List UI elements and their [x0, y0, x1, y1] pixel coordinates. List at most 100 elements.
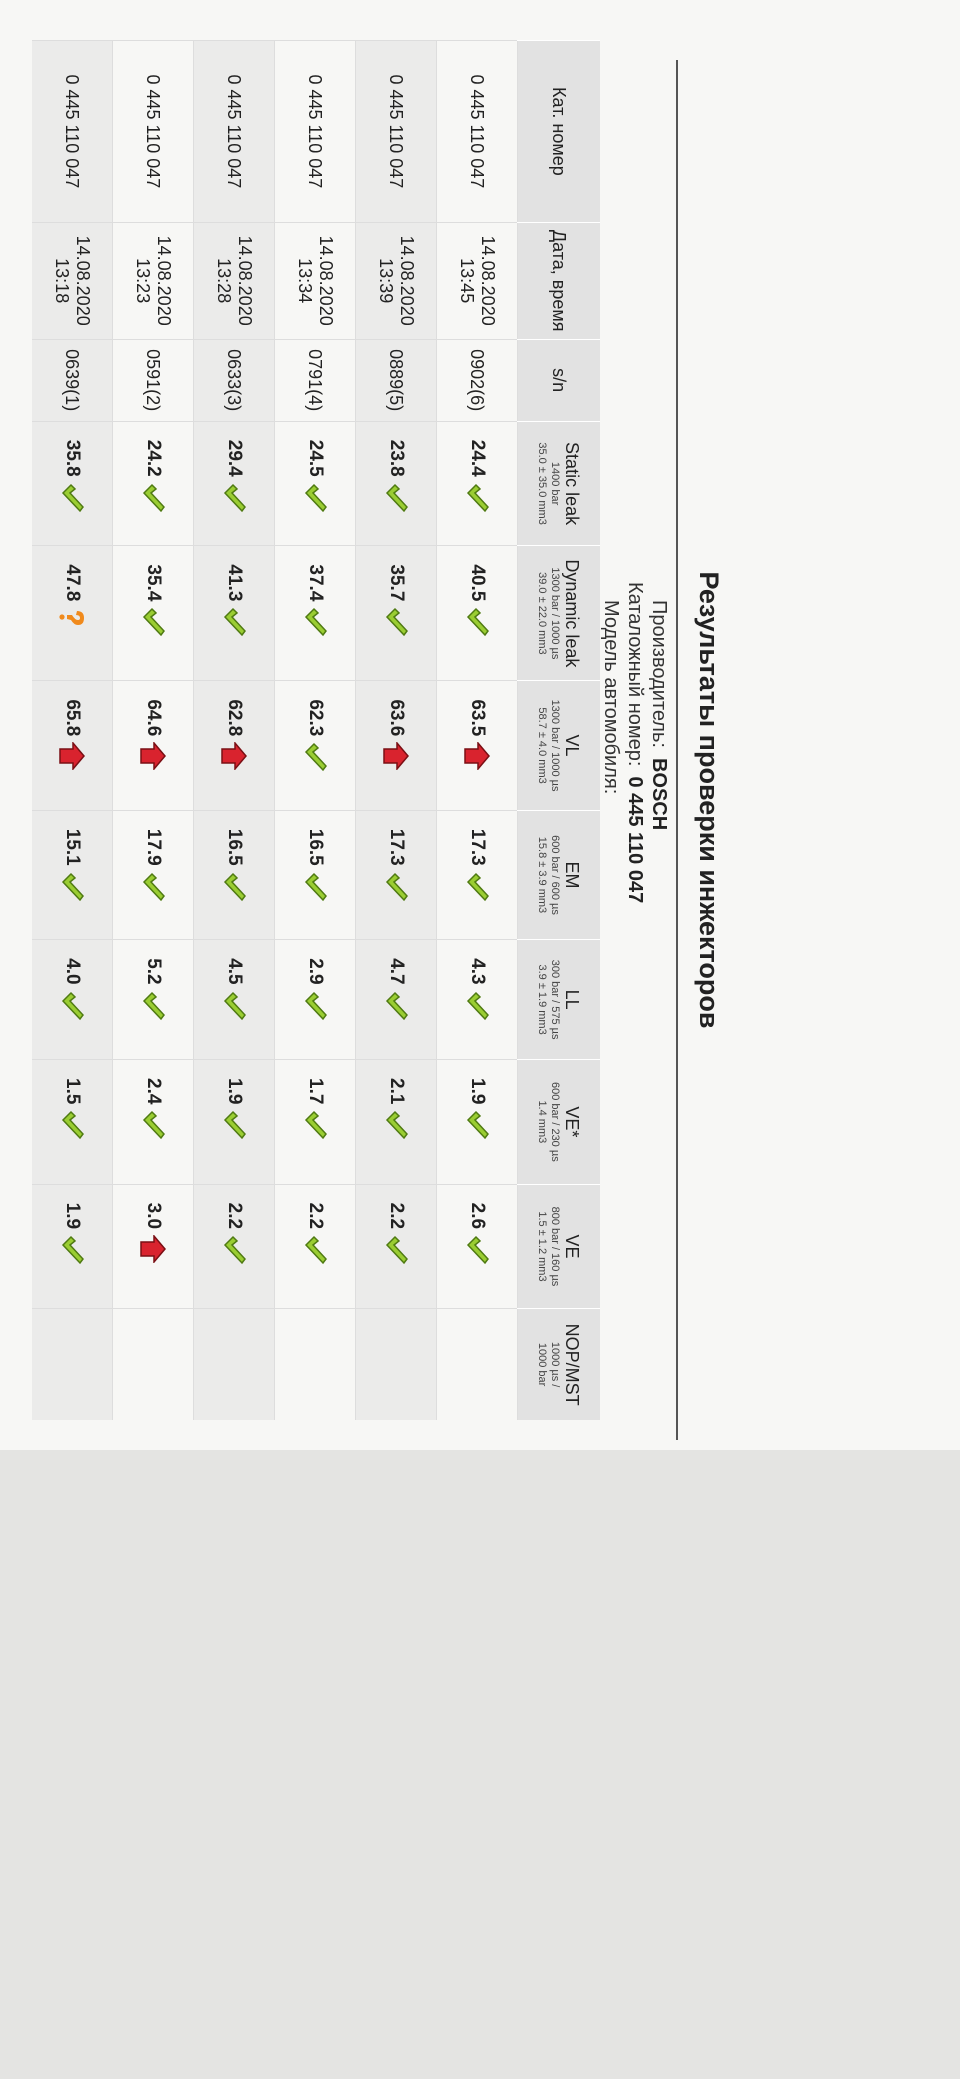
date: 14.08.2020 [154, 235, 174, 326]
result-value: 41.3 [223, 564, 245, 602]
manufacturer-line: Производитель: BOSCH [647, 600, 670, 830]
result-value: 16.5 [223, 828, 245, 866]
status-icon-graphic [466, 991, 489, 1020]
result-cell: 63.6 [355, 680, 437, 811]
status-icon-graphic [61, 1111, 84, 1140]
result-cell: 62.8 [193, 680, 275, 811]
status-icon-graphic [385, 1236, 408, 1265]
column-name: EM [562, 861, 583, 889]
status-icon [61, 1229, 84, 1265]
status-icon [140, 1229, 166, 1265]
status-icon [385, 1104, 408, 1140]
time: 13:28 [214, 258, 234, 304]
result-value: 1.9 [466, 1078, 488, 1105]
status-icon-graphic [223, 991, 246, 1020]
result-cell: 4.3 [436, 939, 518, 1060]
status-icon [142, 985, 165, 1021]
column-name: Dynamic leak [562, 559, 583, 668]
date: 14.08.2020 [397, 235, 417, 326]
empty-cell [112, 1308, 194, 1420]
value: BOSCH [648, 757, 670, 831]
serial-number: 0639(1) [32, 339, 113, 422]
date-time: 14.08.2020 13:18 [32, 222, 113, 340]
status-icon [223, 866, 246, 902]
status-icon [61, 477, 84, 513]
column-name: Кат. номер [549, 87, 570, 176]
label: Каталожный номер: [624, 582, 646, 767]
result-cell: 1.9 [436, 1059, 518, 1185]
status-icon-graphic [385, 608, 408, 637]
data-row: 0 445 110 047 14.08.2020 13:45 0902(6) 24.4 4… [436, 40, 518, 1420]
column-condition: 1400 bar [549, 461, 562, 506]
result-value: 4.5 [223, 958, 245, 985]
status-icon-graphic [223, 483, 246, 512]
result-cell: 1.9 [193, 1059, 275, 1185]
status-icon [385, 985, 408, 1021]
status-icon-graphic [61, 483, 84, 512]
status-icon [59, 601, 84, 629]
status-icon-graphic [385, 1111, 408, 1140]
data-row: 0 445 110 047 14.08.2020 13:18 0639(1) 35.8 4… [32, 40, 113, 1420]
status-icon [142, 866, 165, 902]
result-value: 2.6 [466, 1202, 488, 1230]
serial-number: 0791(4) [274, 339, 356, 422]
result-value: 4.0 [61, 958, 83, 985]
result-cell: 5.2 [112, 939, 194, 1060]
result-value: 24.2 [142, 439, 164, 477]
column-name: VE* [562, 1106, 583, 1138]
column-name: NOP/MST [562, 1323, 583, 1406]
result-value: 1.9 [61, 1202, 83, 1230]
result-value: 3.0 [142, 1202, 164, 1230]
result-cell: 65.8 [32, 680, 113, 811]
result-cell: 17.9 [112, 810, 194, 940]
result-value: 40.5 [466, 564, 488, 602]
result-cell: 17.3 [436, 810, 518, 940]
result-value: 35.8 [61, 439, 83, 477]
date-time: 14.08.2020 13:45 [436, 222, 518, 340]
catalog-number: 0 445 110 047 [274, 40, 356, 223]
result-value: 17.9 [142, 828, 164, 866]
column-condition: 1300 bar / 1000 µs [549, 567, 562, 660]
status-icon-graphic [466, 1236, 489, 1265]
status-icon [304, 477, 327, 513]
result-cell: 4.5 [193, 939, 275, 1060]
result-cell: 2.2 [355, 1184, 437, 1309]
result-value: 17.3 [466, 828, 488, 866]
status-icon [304, 601, 327, 637]
status-icon-graphic [464, 741, 490, 772]
column-header: Дата, время [517, 222, 600, 340]
status-icon-graphic [304, 608, 327, 637]
status-icon [385, 601, 408, 637]
column-condition: 35.0 ± 35.0 mm3 [536, 442, 549, 525]
result-cell: 4.7 [355, 939, 437, 1060]
status-icon-graphic [61, 991, 84, 1020]
status-icon-graphic [304, 1236, 327, 1265]
result-value: 65.8 [61, 699, 83, 737]
result-value: 2.9 [304, 958, 326, 985]
status-icon-graphic [385, 991, 408, 1020]
title: Результаты проверки инжекторов [694, 571, 724, 1029]
result-cell: 1.9 [32, 1184, 113, 1309]
label: Модель автомобиля: [600, 600, 622, 795]
status-icon-graphic [61, 872, 84, 901]
column-header: LL 300 bar / 575 µs 3.9 ± 1.9 mm3 [517, 939, 600, 1060]
result-value: 47.8 [61, 564, 83, 602]
result-value: 5.2 [142, 958, 164, 985]
status-icon [304, 1104, 327, 1140]
result-cell: 37.4 [274, 545, 356, 681]
status-icon [142, 477, 165, 513]
status-icon [61, 866, 84, 902]
date: 14.08.2020 [235, 235, 255, 326]
status-icon-graphic [223, 872, 246, 901]
result-value: 62.8 [223, 699, 245, 737]
result-cell: 35.4 [112, 545, 194, 681]
status-icon-graphic [221, 741, 247, 772]
column-header: Static leak 1400 bar 35.0 ± 35.0 mm3 [517, 421, 600, 546]
status-icon-graphic [466, 1111, 489, 1140]
status-icon [223, 985, 246, 1021]
result-cell: 23.8 [355, 421, 437, 546]
column-name: Дата, время [549, 229, 570, 332]
date-time: 14.08.2020 13:39 [355, 222, 437, 340]
status-icon [383, 736, 409, 772]
column-header: Dynamic leak 1300 bar / 1000 µs 39.0 ± 22.… [517, 545, 600, 681]
